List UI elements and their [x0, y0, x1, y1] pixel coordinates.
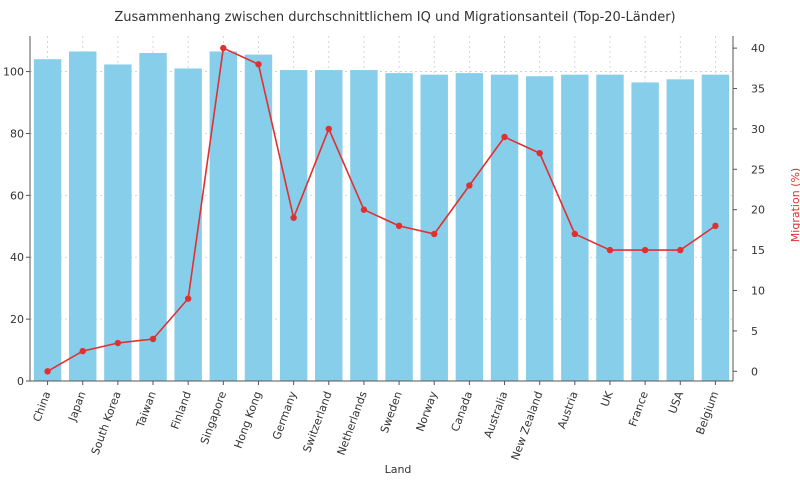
migration-point [290, 214, 297, 221]
y2-tick-label: 35 [751, 83, 765, 96]
x-tick-label: Switzerland [300, 390, 334, 455]
migration-point [325, 125, 332, 133]
iq-bar [244, 54, 273, 381]
x-tick-label: Japan [65, 390, 88, 424]
chart-title: Zusammenhang zwischen durchschnittlichem… [114, 10, 675, 25]
migration-point [114, 339, 122, 347]
x-tick-label: Finland [168, 390, 194, 431]
y2-tick-label: 25 [751, 163, 765, 176]
axes [26, 36, 737, 385]
migration-point [712, 222, 719, 230]
x-tick-label: Singapore [198, 389, 229, 446]
x-tick-label: Belgium [694, 390, 722, 437]
x-tick-label: Germany [270, 389, 300, 441]
migration-point [641, 246, 649, 254]
y-tick-label: 0 [17, 375, 24, 388]
iq-bar [420, 74, 448, 382]
grid-lines [30, 36, 733, 381]
iq-bar [104, 64, 132, 381]
iq-bar [315, 70, 343, 381]
y-tick-label: 40 [10, 251, 24, 264]
iq-bar [279, 70, 308, 381]
migration-point [606, 246, 614, 254]
x-tick-label: Norway [414, 389, 441, 433]
bar-series [33, 51, 730, 382]
x-tick-label: Hong Kong [232, 390, 265, 451]
migration-point [79, 347, 86, 355]
migration-line-series [44, 44, 719, 375]
x-tick-label: UK [598, 389, 616, 409]
y2-tick-label: 40 [751, 42, 765, 55]
migration-point [255, 61, 262, 68]
iq-bar [209, 51, 238, 381]
x-tick-label: South Korea [89, 390, 124, 457]
iq-bar [33, 59, 62, 382]
iq-bar [666, 79, 694, 381]
migration-point [44, 368, 51, 375]
y-tick-label: 60 [10, 189, 24, 202]
y2-tick-label: 5 [751, 325, 758, 338]
y-tick-label: 20 [10, 313, 24, 326]
migration-point [149, 335, 157, 343]
x-tick-label: Austria [555, 390, 581, 431]
migration-line [47, 46, 716, 372]
iq-bar [525, 76, 554, 381]
x-axis-label: Land [385, 463, 412, 476]
iq-bar [631, 82, 659, 381]
iq-bar [561, 74, 589, 382]
iq-bar [69, 51, 97, 381]
y2-tick-label: 10 [751, 285, 765, 298]
migration-point [571, 230, 579, 238]
x-tick-label: France [626, 389, 651, 428]
x-tick-label: Australia [481, 390, 510, 440]
iq-bar [174, 68, 202, 381]
y2-tick-label: 30 [751, 123, 765, 136]
migration-point [360, 206, 368, 213]
iq-bar [490, 74, 519, 382]
iq-bar [350, 70, 378, 381]
x-tick-label: Canada [449, 390, 476, 434]
migration-point [220, 44, 227, 52]
migration-point [184, 295, 192, 302]
iq-bar [139, 53, 167, 381]
y-tick-label: 100 [3, 66, 24, 79]
migration-point [677, 246, 684, 254]
migration-point [466, 182, 473, 189]
migration-point [536, 149, 543, 157]
x-tick-label: Netherlands [335, 389, 370, 457]
migration-point [395, 222, 403, 230]
x-tick-label: Taiwan [133, 390, 158, 431]
x-tick-label: USA [666, 389, 686, 415]
y2-tick-label: 0 [751, 365, 758, 378]
y2-axis-label: Migration (%) [789, 168, 800, 242]
migration-point [431, 230, 438, 238]
iq-bar [596, 74, 624, 382]
iq-bar [455, 73, 484, 382]
x-tick-label: China [30, 390, 53, 424]
migration-point [501, 133, 508, 141]
y2-tick-label: 15 [751, 244, 765, 257]
y2-tick-label: 20 [751, 204, 765, 217]
x-tick-label: Sweden [378, 390, 405, 435]
y-tick-label: 80 [10, 127, 24, 140]
x-tick-label: New Zealand [509, 390, 546, 462]
